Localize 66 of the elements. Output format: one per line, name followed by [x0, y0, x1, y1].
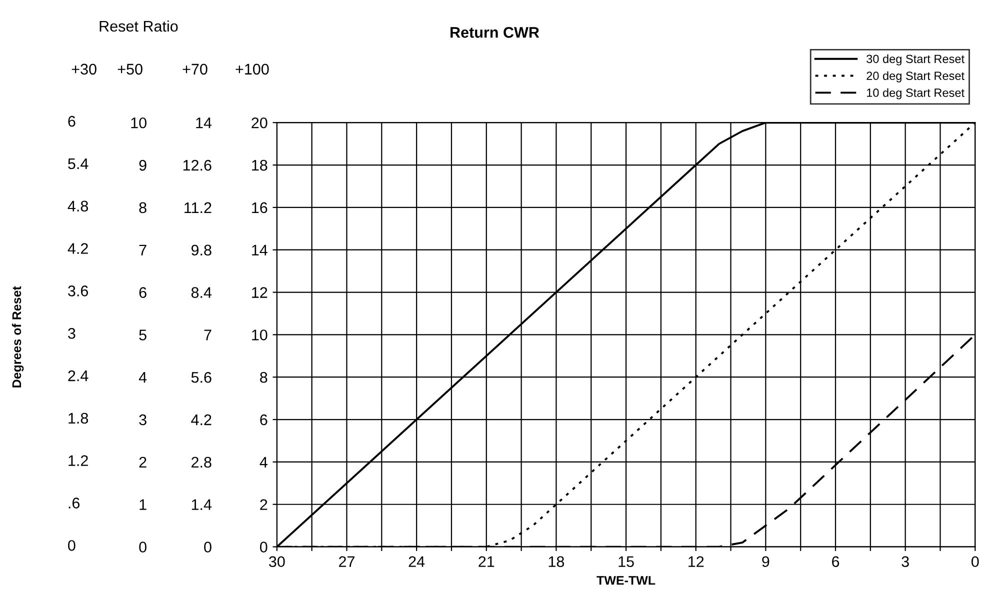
y2-tick-label: 0 [204, 542, 212, 552]
legend-label: 20 deg Start Reset [866, 71, 964, 82]
y-tick-label: 0 [260, 542, 268, 552]
y2-tick-label: 4.2 [191, 414, 212, 426]
y-tick-label: 12 [252, 287, 268, 298]
text: 6 [68, 116, 76, 127]
x-tick-label: 24 [408, 556, 425, 567]
text: 4.8 [68, 200, 88, 212]
text: +100 [236, 64, 269, 75]
x-axis-title: TWE-TWL [596, 576, 656, 585]
text: +30 [72, 64, 96, 75]
y3-tick-label: 5 [139, 330, 146, 340]
text: 1.2 [68, 455, 88, 466]
y2-tick-label: 8.4 [191, 287, 212, 298]
y-tick-label: 18 [252, 160, 268, 171]
y3-tick-label: 1 [140, 499, 146, 510]
x-tick-label: 18 [548, 556, 564, 568]
x-tick-label: 0 [972, 556, 979, 568]
x-tick-label: 9 [762, 556, 770, 568]
y-tick-label: 2 [260, 499, 268, 510]
y3-tick-label: 0 [139, 542, 146, 552]
y3-axis-title: +50 [118, 64, 142, 75]
y3-tick-label: 4 [138, 372, 147, 383]
chart-title: Return CWR [450, 27, 540, 38]
y3-tick-label: 9 [139, 160, 146, 171]
y-tick-label: 20 [252, 117, 268, 128]
y-tick-label: 14 [252, 244, 268, 256]
x-tick-label: 21 [478, 556, 494, 567]
y-tick-label: 4 [260, 456, 268, 468]
x-tick-label: 3 [902, 556, 909, 568]
y3-tick-label: 2 [139, 456, 146, 468]
y-tick-label: 16 [252, 202, 268, 214]
y2-tick-label: 5.6 [191, 372, 212, 383]
x-tick-label: 12 [688, 556, 704, 567]
text: Reset Ratio [100, 20, 178, 32]
y2-tick-label: 9.8 [191, 244, 212, 256]
y-tick-label: 8 [260, 372, 268, 383]
y3-tick-label: 6 [139, 287, 146, 298]
text: 2.4 [68, 370, 88, 382]
y2-tick-label: 2.8 [192, 456, 212, 468]
text: Degrees of Reset [12, 286, 24, 388]
y-tick-label: 10 [252, 330, 268, 340]
y2-tick-label: 11.2 [184, 202, 212, 213]
legend-label: 30 deg Start Reset [866, 54, 964, 66]
y3-tick-label: 8 [139, 202, 146, 214]
text: .6 [68, 498, 80, 508]
y3-tick-label: 3 [139, 414, 146, 426]
text: 5.4 [68, 158, 88, 170]
text: 3 [68, 328, 76, 339]
y2-tick-label: 1.4 [192, 499, 212, 510]
y2-axis-title: +70 [182, 64, 208, 75]
y3-tick-label: 7 [139, 244, 146, 256]
y2-tick-label: 14 [196, 118, 212, 128]
y-tick-label: 6 [260, 414, 268, 426]
x-tick-label: 30 [269, 556, 285, 568]
text: 4.2 [68, 243, 88, 254]
text: 0 [68, 540, 76, 551]
x-tick-label: 27 [339, 556, 354, 567]
text: 3.6 [68, 286, 88, 296]
text: 1.8 [68, 412, 88, 424]
y2-tick-label: 12.6 [183, 160, 212, 171]
x-tick-label: 6 [832, 556, 840, 568]
y2-tick-label: 7 [204, 330, 212, 340]
y3-tick-label: 10 [131, 117, 146, 128]
x-tick-label: 15 [618, 556, 634, 568]
legend-label: 10 deg Start Reset [866, 88, 964, 100]
